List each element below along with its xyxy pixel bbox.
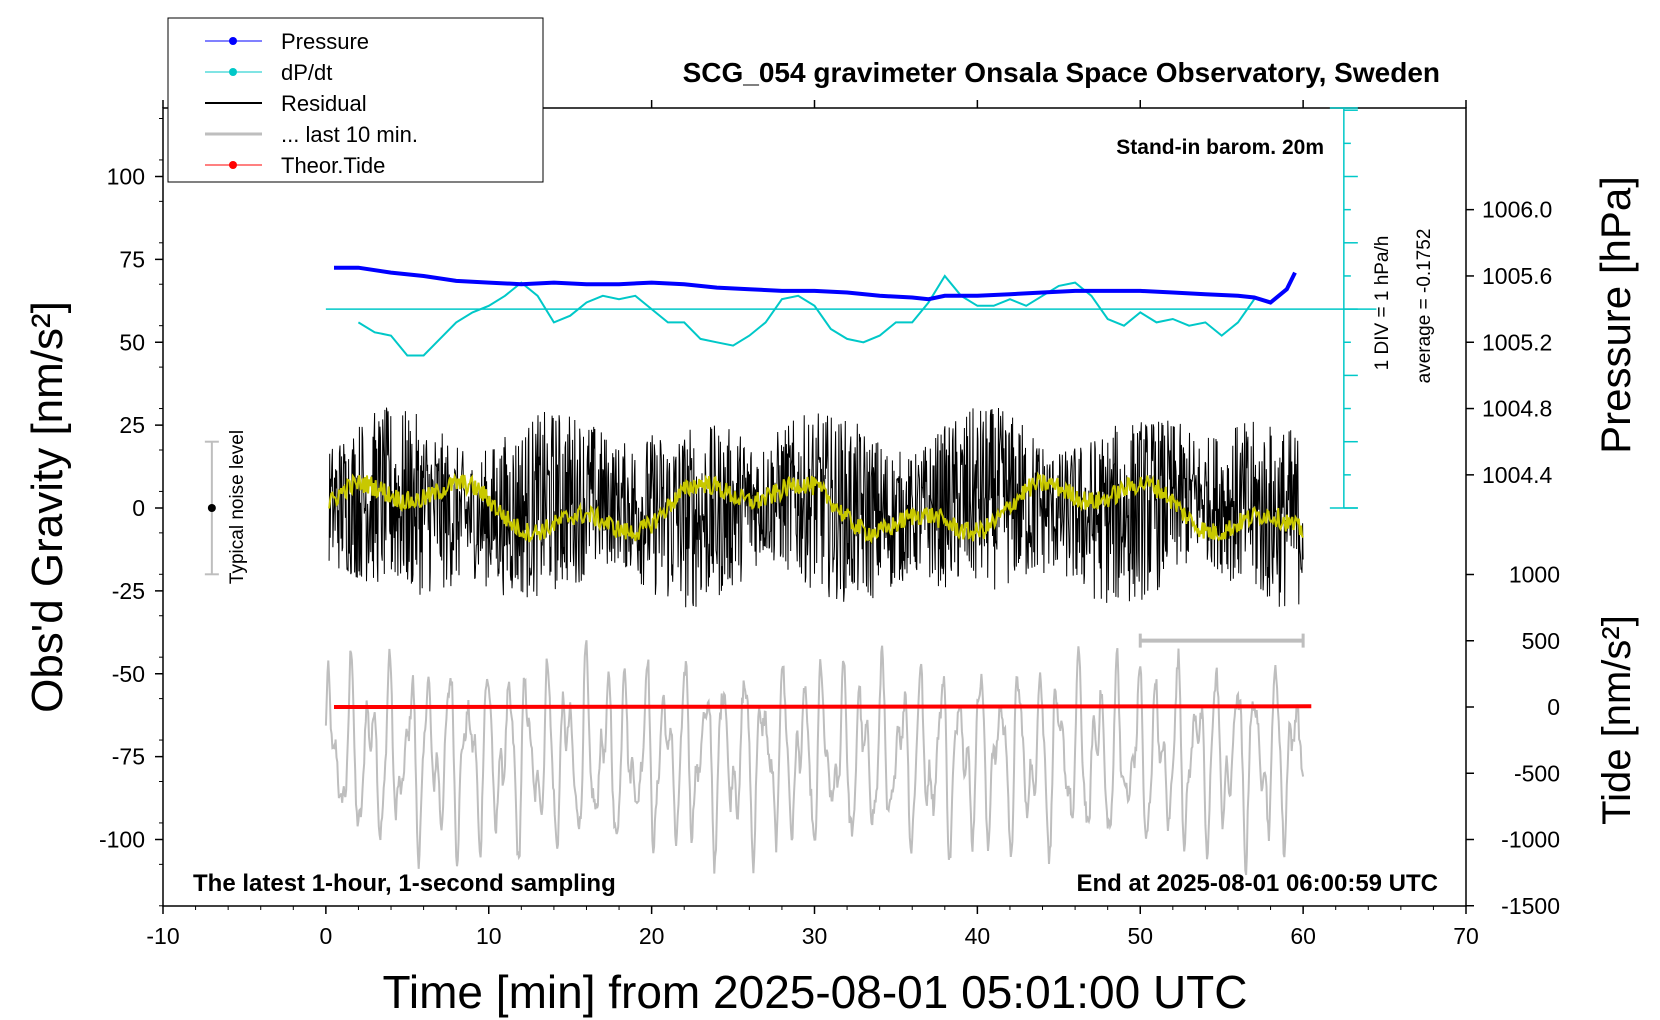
pressure-tick-label: 1006.0 — [1482, 197, 1552, 223]
legend-label: Theor.Tide — [281, 153, 385, 178]
noise-bar-center — [207, 504, 216, 512]
tide-line — [333, 704, 1312, 709]
x-tick-label: -10 — [146, 923, 179, 949]
legend-label: Residual — [281, 91, 367, 116]
tide-tick-label: 1000 — [1509, 562, 1560, 588]
dpdt-div-label: 1 DIV = 1 hPa/h — [1372, 236, 1393, 371]
barometer-note: Stand-in barom. 20m — [1116, 136, 1324, 159]
theoretical-tide-series — [333, 704, 1312, 709]
pressure-tick-label: 1005.6 — [1482, 263, 1552, 289]
noise-level-label: Typical noise level — [227, 430, 248, 584]
left-tick-label: -25 — [112, 578, 145, 604]
tide-tick-label: -1500 — [1501, 893, 1560, 919]
legend-box — [167, 17, 544, 183]
last-10-min-series — [324, 640, 1305, 876]
dpdt-scale-bar — [1329, 107, 1358, 509]
tide-axis-ticks: 1000 500 0 -500 -1000 -1500 — [1466, 562, 1560, 919]
y-axis-label-pressure: Pressure [hPa] — [1592, 176, 1639, 454]
x-axis-ticks: -10 0 10 20 30 40 50 60 70 — [146, 100, 1479, 949]
legend: Pressure dP/dt Residual ... last 10 min. The… — [167, 17, 544, 183]
noise-level-indicator — [204, 440, 219, 576]
dpdt-line — [357, 274, 1256, 357]
pressure-tick-label: 1005.2 — [1482, 329, 1552, 355]
pressure-tick-label: 1004.8 — [1482, 396, 1552, 422]
left-tick-label: 100 — [107, 164, 145, 190]
residual-smoothed-series — [328, 471, 1304, 545]
last-10-min-line — [324, 640, 1305, 876]
legend-label: Pressure — [281, 29, 369, 54]
legend-label: ... last 10 min. — [281, 122, 418, 147]
legend-swatch-dot — [229, 161, 237, 169]
pressure-series — [334, 265, 1297, 305]
left-tick-label: 75 — [119, 246, 145, 272]
tide-tick-label: -1000 — [1501, 827, 1560, 853]
pressure-tick-label: 1004.4 — [1482, 462, 1553, 488]
x-tick-label: 50 — [1127, 923, 1153, 949]
pressure-axis-ticks: 1006.0 1005.6 1005.2 1004.8 1004.4 — [1466, 197, 1553, 488]
left-tick-label: -100 — [99, 827, 145, 853]
residual-series — [328, 407, 1304, 608]
x-tick-label: 20 — [639, 923, 665, 949]
dpdt-series — [325, 274, 1377, 357]
y-axis-label-left: Obs'd Gravity [nm/s²] — [23, 301, 72, 713]
x-tick-label: 30 — [802, 923, 828, 949]
x-tick-label: 0 — [319, 923, 332, 949]
residual-smoothed-line — [328, 471, 1304, 545]
legend-swatch-dot — [229, 68, 237, 76]
legend-swatch-dot — [229, 37, 237, 45]
x-tick-label: 70 — [1453, 923, 1479, 949]
legend-label: dP/dt — [281, 60, 332, 85]
dpdt-average-label: average = -0.1752 — [1414, 229, 1435, 384]
x-axis-label: Time [min] from 2025-08-01 05:01:00 UTC — [383, 966, 1248, 1018]
pressure-line — [334, 265, 1297, 305]
left-tick-label: -75 — [112, 744, 145, 770]
y-axis-label-tide: Tide [nm/s²] — [1595, 615, 1639, 825]
tide-tick-label: 500 — [1522, 628, 1560, 654]
chart-title: SCG_054 gravimeter Onsala Space Observat… — [683, 57, 1440, 88]
left-tick-label: -50 — [112, 661, 145, 687]
sampling-note: The latest 1-hour, 1-second sampling — [193, 870, 616, 897]
x-tick-label: 40 — [965, 923, 991, 949]
left-tick-label: 25 — [119, 412, 145, 438]
residual-line — [328, 407, 1304, 608]
tide-tick-label: 0 — [1547, 694, 1560, 720]
tide-tick-label: -500 — [1514, 760, 1560, 786]
left-axis-ticks: 100 75 50 25 0 -25 -50 -75 -100 — [99, 117, 163, 907]
last-10-min-bar — [1138, 633, 1305, 648]
left-tick-label: 0 — [132, 495, 145, 521]
left-tick-label: 50 — [119, 329, 145, 355]
x-tick-label: 60 — [1290, 923, 1316, 949]
x-tick-label: 10 — [476, 923, 502, 949]
end-time-note: End at 2025-08-01 06:00:59 UTC — [1077, 870, 1439, 897]
